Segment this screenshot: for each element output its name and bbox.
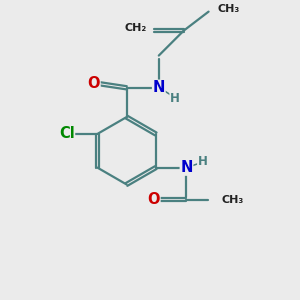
Text: N: N [180, 160, 193, 175]
Text: O: O [88, 76, 100, 91]
Text: H: H [198, 155, 208, 168]
Text: O: O [147, 192, 160, 207]
Text: CH₂: CH₂ [125, 23, 147, 33]
Text: CH₃: CH₃ [218, 4, 240, 14]
Text: CH₃: CH₃ [222, 195, 244, 205]
Text: N: N [153, 80, 165, 95]
Text: Cl: Cl [59, 126, 74, 141]
Text: H: H [170, 92, 180, 104]
